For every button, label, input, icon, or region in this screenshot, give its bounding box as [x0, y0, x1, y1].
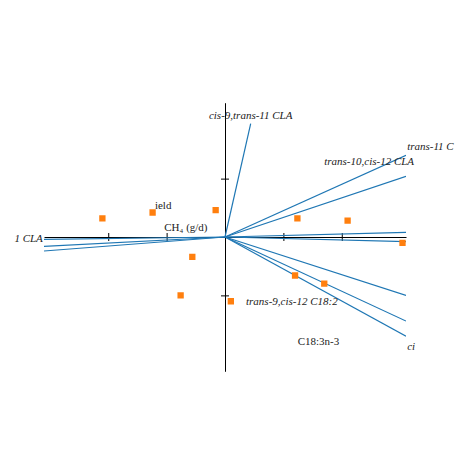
x-tick [283, 233, 284, 241]
vector [44, 237, 225, 251]
annotation: trans-11 C [407, 140, 454, 152]
vector [225, 237, 406, 336]
vector [225, 124, 251, 237]
x-tick-mark [108, 233, 109, 241]
annotation: trans-10,cis-12 CLA [324, 155, 414, 167]
annotation: ci [407, 340, 415, 352]
vector [44, 237, 225, 246]
point [228, 298, 234, 304]
points [99, 207, 405, 304]
point [399, 240, 405, 246]
y-tick [221, 295, 229, 296]
annotation: 1 CLA [14, 232, 43, 244]
vector [225, 155, 406, 237]
chart: cis-9,trans-11 CLA trans-11 C trans-10,cis… [0, 0, 474, 474]
point [321, 281, 327, 287]
y-tick [221, 179, 229, 180]
vector [225, 176, 406, 237]
annotations: cis-9,trans-11 CLA trans-11 C trans-10,cis… [14, 109, 454, 351]
point [294, 215, 300, 221]
annotation: cis-9,trans-11 CLA [209, 109, 293, 121]
x-tick-mark [283, 233, 284, 241]
annotation: CH₄ (g/d) [164, 221, 208, 234]
point [344, 217, 350, 223]
point [189, 254, 195, 260]
point [292, 272, 298, 278]
point [212, 207, 218, 213]
y-tick-mark [221, 295, 229, 296]
annotation: ield [155, 199, 172, 211]
annotation: trans-9,cis-12 C18:2 [246, 295, 338, 307]
vector [44, 237, 225, 239]
vector [225, 232, 406, 237]
point [99, 215, 105, 221]
point [177, 292, 183, 298]
vector [225, 237, 406, 242]
annotation: C18:3n-3 [298, 335, 340, 347]
y-tick-mark [221, 179, 229, 180]
vector [225, 237, 406, 321]
x-tick [108, 233, 109, 241]
